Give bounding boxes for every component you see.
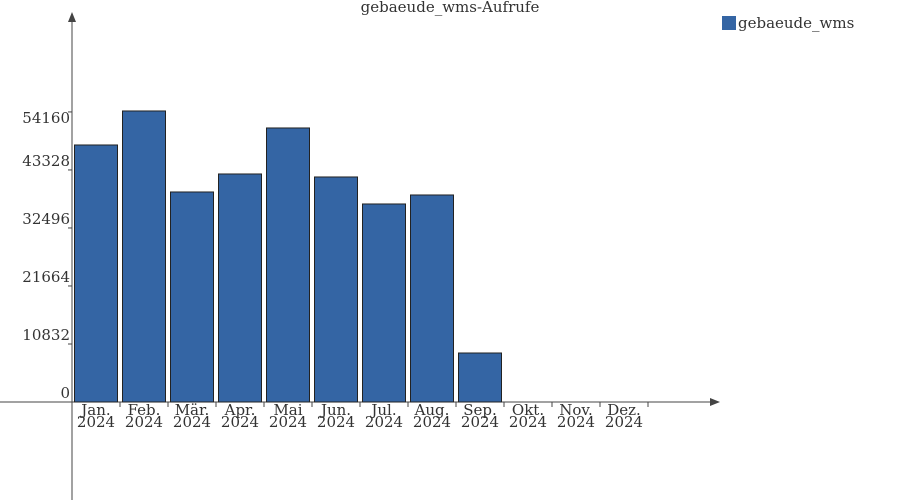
x-tick-label: Jan. [79, 401, 110, 419]
bar [362, 203, 406, 403]
bar [122, 110, 166, 403]
x-tick-label: Nov. [559, 401, 593, 419]
x-tick-label: 2024 [173, 413, 211, 431]
y-tick-label: 32496 [22, 210, 70, 228]
x-tick-label: 2024 [77, 413, 115, 431]
x-tick-label: 2024 [509, 413, 547, 431]
x-tick-label: Apr. [224, 401, 256, 419]
y-tick-label: 10832 [22, 326, 70, 344]
x-tick-label: 2024 [461, 413, 499, 431]
x-tick-label: Aug. [414, 401, 450, 419]
y-axis-arrow [68, 12, 76, 22]
bar [314, 176, 358, 403]
y-tick-label: 21664 [22, 268, 70, 286]
x-tick-label: 2024 [317, 413, 355, 431]
x-tick-label: Okt. [512, 401, 544, 419]
x-tick-label: 2024 [269, 413, 307, 431]
x-tick-label: 2024 [221, 413, 259, 431]
bar [74, 144, 118, 403]
x-tick-label: 2024 [557, 413, 595, 431]
x-tick-label: Mai [273, 401, 302, 419]
y-tick-label: 0 [60, 384, 70, 402]
legend-swatch [722, 16, 736, 30]
x-tick-label: 2024 [365, 413, 403, 431]
x-tick-label: Mär. [175, 401, 210, 419]
x-tick-label: Dez. [607, 401, 641, 419]
legend-label: gebaeude_wms [738, 14, 854, 32]
x-axis-arrow [710, 398, 720, 406]
y-tick-label: 43328 [22, 152, 70, 170]
bar [170, 191, 214, 403]
chart-title: gebaeude_wms-Aufrufe [361, 0, 540, 16]
y-tick-label: 54160 [22, 109, 70, 127]
bar [458, 352, 502, 403]
x-tick-label: 2024 [413, 413, 451, 431]
x-tick-label: 2024 [125, 413, 163, 431]
bar [410, 194, 454, 403]
x-tick-label: Sep. [463, 401, 497, 419]
bar [218, 173, 262, 403]
x-tick-label: Feb. [128, 401, 161, 419]
bar [266, 127, 310, 403]
x-tick-label: Jul. [369, 401, 396, 419]
x-tick-label: Jun. [319, 401, 351, 419]
x-tick-label: 2024 [605, 413, 643, 431]
